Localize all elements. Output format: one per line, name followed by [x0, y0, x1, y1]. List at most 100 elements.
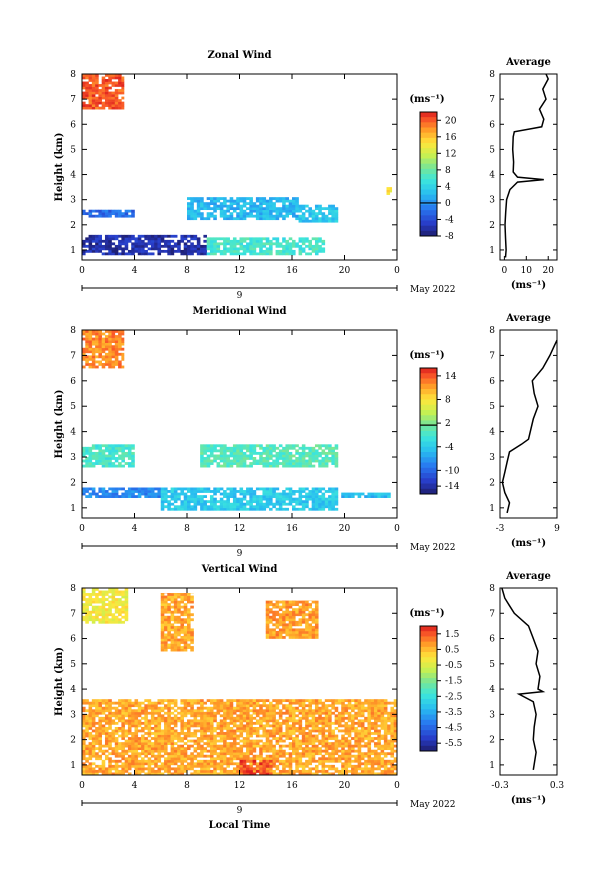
heatmap-cell [85, 462, 89, 465]
heatmap-cell [216, 752, 221, 756]
heatmap-cell [101, 593, 106, 596]
heatmap-cell [383, 744, 388, 748]
heatmap-cell [229, 706, 234, 710]
heatmap-cell [203, 464, 207, 468]
heatmap-cell [374, 711, 378, 715]
heatmap-cell [183, 734, 188, 738]
heatmap-cell [213, 714, 217, 718]
heatmap-cell [101, 444, 106, 448]
heatmap-cell [285, 199, 290, 203]
heatmap-cell [318, 706, 322, 710]
heatmap-cell [131, 737, 135, 740]
x-tick-label: 12 [234, 524, 245, 534]
heatmap-cell [282, 492, 286, 496]
heatmap-cell [95, 106, 99, 110]
heatmap-cell [91, 742, 96, 745]
heatmap-cell [88, 724, 93, 728]
heatmap-cell [262, 490, 267, 493]
heatmap-cell [88, 772, 93, 776]
heatmap-cell [187, 202, 191, 205]
heatmap-cell [282, 739, 286, 743]
heatmap-cell [292, 497, 296, 501]
heatmap-cell [282, 199, 286, 203]
heatmap-cell [265, 737, 270, 740]
heatmap-cell [167, 239, 171, 243]
heatmap-cell [347, 495, 352, 498]
heatmap-cell [137, 487, 142, 491]
heatmap-cell [275, 721, 280, 725]
heatmap-cell [249, 701, 253, 705]
heatmap-cell [367, 706, 372, 710]
heatmap-cell [226, 732, 230, 735]
heatmap-cell [206, 247, 211, 251]
heatmap-cell [147, 719, 152, 723]
heatmap-cell [82, 744, 86, 748]
heatmap-cell [311, 772, 316, 776]
heatmap-cell [118, 457, 122, 460]
heatmap-cell [262, 459, 267, 463]
heatmap-cell [134, 709, 139, 713]
heatmap-cell [252, 772, 257, 776]
heatmap-cell [147, 252, 152, 256]
heatmap-cell [141, 701, 145, 705]
heatmap-cell [331, 500, 335, 504]
heatmap-cell [121, 767, 125, 771]
heatmap-cell [275, 464, 280, 468]
heatmap-cell [104, 337, 109, 341]
heatmap-cell [308, 495, 312, 498]
heatmap-cell [95, 332, 99, 336]
heatmap-cell [164, 716, 168, 720]
heatmap-cell [118, 342, 122, 346]
heatmap-cell [334, 459, 339, 463]
heatmap-cell [232, 729, 237, 733]
heatmap-cell [278, 716, 283, 720]
heatmap-cell [187, 747, 191, 751]
heatmap-cell [88, 734, 93, 738]
heatmap-cell [262, 732, 267, 735]
heatmap-cell [393, 699, 398, 703]
heatmap-cell [226, 757, 230, 761]
heatmap-cell [167, 769, 171, 773]
heatmap-cell [121, 605, 125, 609]
heatmap-cell [295, 714, 299, 718]
heatmap-cell [298, 464, 303, 468]
heatmap-cell [101, 101, 106, 105]
heatmap-cell [114, 101, 119, 105]
heatmap-cell [324, 772, 329, 776]
heatmap-cell [114, 247, 119, 251]
heatmap-cell [305, 719, 309, 723]
heatmap-cell [328, 721, 332, 725]
heatmap-cell [318, 209, 322, 213]
heatmap-cell [288, 454, 293, 458]
heatmap-cell [118, 610, 122, 614]
heatmap-cell [170, 252, 175, 256]
heatmap-cell [242, 446, 247, 450]
heatmap-cell [292, 507, 296, 511]
heatmap-cell [209, 742, 214, 745]
heatmap-cell [269, 449, 273, 453]
heatmap-cell [114, 620, 119, 624]
heatmap-cell [209, 762, 214, 766]
heatmap-cell [206, 706, 211, 710]
heatmap-cell [82, 732, 86, 735]
heatmap-cell [331, 757, 335, 761]
heatmap-cell [118, 335, 122, 338]
heatmap-cell [259, 209, 263, 213]
heatmap-cell [344, 772, 349, 776]
heatmap-cell [216, 490, 221, 493]
heatmap-cell [265, 492, 270, 496]
heatmap-cell [223, 726, 227, 730]
heatmap-cell [206, 462, 211, 465]
heatmap-cell [196, 744, 201, 748]
heatmap-cell [282, 759, 286, 763]
heatmap-cell [108, 330, 112, 333]
heatmap-cell [328, 732, 332, 735]
heatmap-cell [236, 769, 240, 773]
heatmap-cell [91, 365, 96, 369]
heatmap-cell [272, 724, 276, 728]
heatmap-cell [370, 714, 375, 718]
heatmap-cell [91, 588, 96, 591]
heatmap-cell [209, 714, 214, 718]
heatmap-cell [246, 487, 250, 491]
heatmap-cell [124, 762, 129, 766]
